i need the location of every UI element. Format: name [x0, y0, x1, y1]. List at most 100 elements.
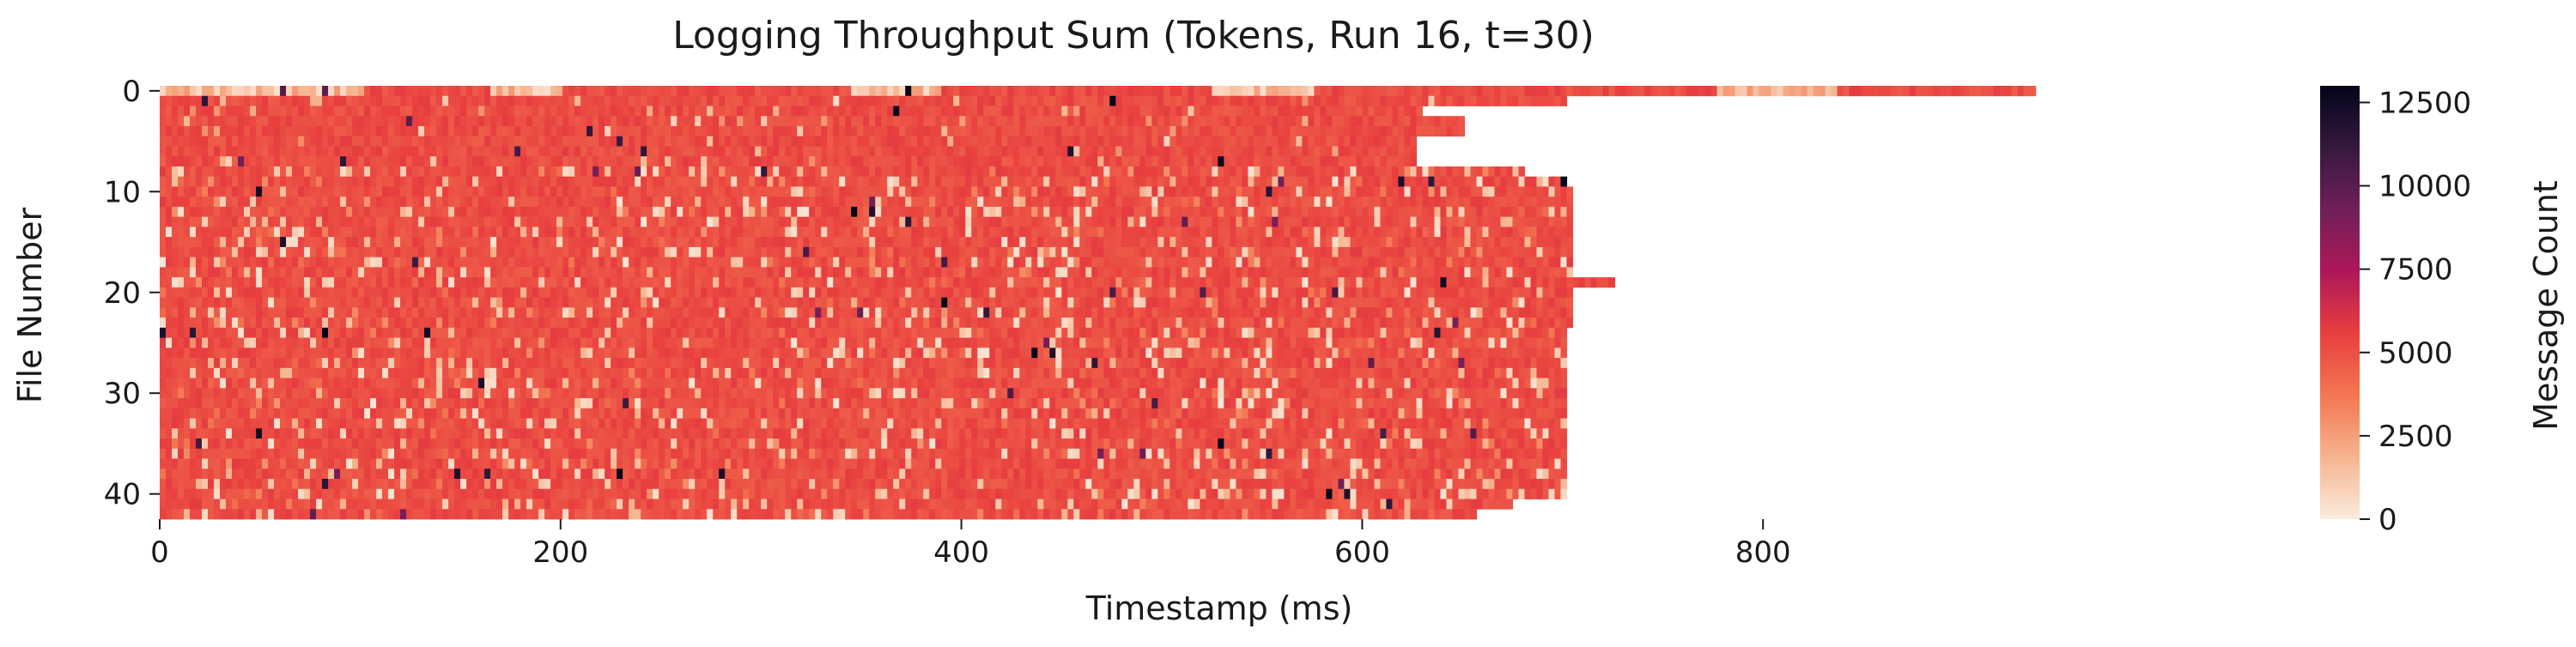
heatmap-cell: [310, 207, 317, 217]
heatmap-cell: [1248, 116, 1255, 126]
heatmap-cell: [322, 267, 329, 277]
heatmap-cell: [857, 146, 864, 156]
heatmap-cell: [184, 237, 191, 247]
heatmap-cell: [947, 287, 954, 298]
heatmap-cell: [1188, 217, 1194, 227]
heatmap-cell: [328, 96, 335, 106]
heatmap-cell: [472, 207, 479, 217]
heatmap-cell: [496, 237, 503, 247]
heatmap-cell: [466, 247, 473, 257]
heatmap-cell: [731, 207, 738, 217]
heatmap-cell: [1067, 106, 1074, 116]
heatmap-cell: [1260, 277, 1267, 287]
heatmap-cell: [466, 86, 473, 96]
heatmap-cell: [995, 257, 1002, 268]
heatmap-cell: [833, 116, 840, 126]
heatmap-cell: [1500, 247, 1507, 257]
heatmap-cell: [1524, 247, 1531, 257]
heatmap-cell: [1302, 156, 1309, 166]
heatmap-cell: [1145, 277, 1152, 287]
heatmap-cell: [767, 177, 774, 187]
heatmap-cell: [406, 136, 413, 147]
heatmap-cell: [1422, 227, 1429, 237]
heatmap-cell: [1434, 217, 1441, 227]
heatmap-cell: [881, 156, 888, 166]
heatmap-cell: [1103, 287, 1110, 298]
heatmap-cell: [586, 166, 593, 177]
heatmap-cell: [659, 177, 665, 187]
heatmap-cell: [394, 197, 401, 207]
heatmap-cell: [322, 247, 329, 257]
heatmap-cell: [731, 287, 738, 298]
heatmap-cell: [869, 247, 876, 257]
heatmap-cell: [815, 166, 822, 177]
heatmap-cell: [605, 146, 611, 156]
heatmap-cell: [1218, 217, 1224, 227]
heatmap-cell: [490, 116, 497, 126]
heatmap-cell: [1176, 96, 1182, 106]
heatmap-cell: [665, 96, 671, 106]
heatmap-cell: [520, 267, 527, 277]
heatmap-cell: [514, 146, 521, 156]
heatmap-cell: [1326, 126, 1333, 136]
heatmap-cell: [689, 257, 696, 268]
heatmap-cell: [328, 136, 335, 147]
heatmap-cell: [785, 126, 792, 136]
heatmap-cell: [1230, 257, 1236, 268]
heatmap-cell: [268, 197, 275, 207]
heatmap-cell: [1260, 166, 1267, 177]
heatmap-cell: [1777, 86, 1784, 96]
heatmap-cell: [1332, 146, 1339, 156]
heatmap-cell: [887, 217, 894, 227]
heatmap-cell: [574, 287, 581, 298]
heatmap-cell: [1404, 186, 1411, 197]
heatmap-cell: [418, 106, 425, 116]
heatmap-cell: [376, 106, 383, 116]
heatmap-cell: [839, 257, 846, 268]
heatmap-cell: [298, 267, 305, 277]
heatmap-cell: [1284, 287, 1291, 298]
heatmap-cell: [1043, 136, 1050, 147]
heatmap-cell: [556, 116, 563, 126]
heatmap-cell: [166, 106, 173, 116]
heatmap-cell: [1560, 287, 1567, 298]
heatmap-cell: [1176, 277, 1182, 287]
heatmap-cell: [1554, 227, 1561, 237]
heatmap-cell: [550, 186, 557, 197]
heatmap-cell: [574, 166, 581, 177]
heatmap-cell: [1176, 247, 1182, 257]
heatmap-cell: [779, 126, 786, 136]
heatmap-cell: [893, 267, 900, 277]
heatmap-cell: [328, 237, 335, 247]
heatmap-cell: [689, 247, 696, 257]
heatmap-cell: [635, 96, 641, 106]
heatmap-cell: [334, 177, 341, 187]
heatmap-cell: [1338, 217, 1345, 227]
heatmap-cell: [1043, 116, 1050, 126]
heatmap-cell: [352, 277, 359, 287]
heatmap-cell: [1386, 277, 1393, 287]
heatmap-cell: [418, 298, 425, 308]
heatmap-cell: [1970, 86, 1977, 96]
heatmap-cell: [1127, 207, 1134, 217]
heatmap-cell: [869, 287, 876, 298]
heatmap-cell: [1019, 247, 1026, 257]
heatmap-cell: [520, 146, 527, 156]
heatmap-cell: [1512, 257, 1519, 268]
heatmap-cell: [617, 298, 623, 308]
heatmap-cell: [641, 197, 647, 207]
heatmap-cell: [1176, 287, 1182, 298]
heatmap-cell: [382, 186, 389, 197]
heatmap-cell: [797, 146, 804, 156]
heatmap-cell: [605, 136, 611, 147]
heatmap-cell: [1260, 257, 1267, 268]
heatmap-cell: [424, 287, 431, 298]
heatmap-cell: [1236, 227, 1242, 237]
heatmap-cell: [304, 126, 311, 136]
heatmap-cell: [953, 116, 960, 126]
heatmap-cell: [1308, 287, 1315, 298]
heatmap-cell: [1200, 106, 1206, 116]
heatmap-cell: [1242, 267, 1249, 277]
heatmap-cell: [1230, 227, 1236, 237]
heatmap-cell: [1133, 86, 1140, 96]
